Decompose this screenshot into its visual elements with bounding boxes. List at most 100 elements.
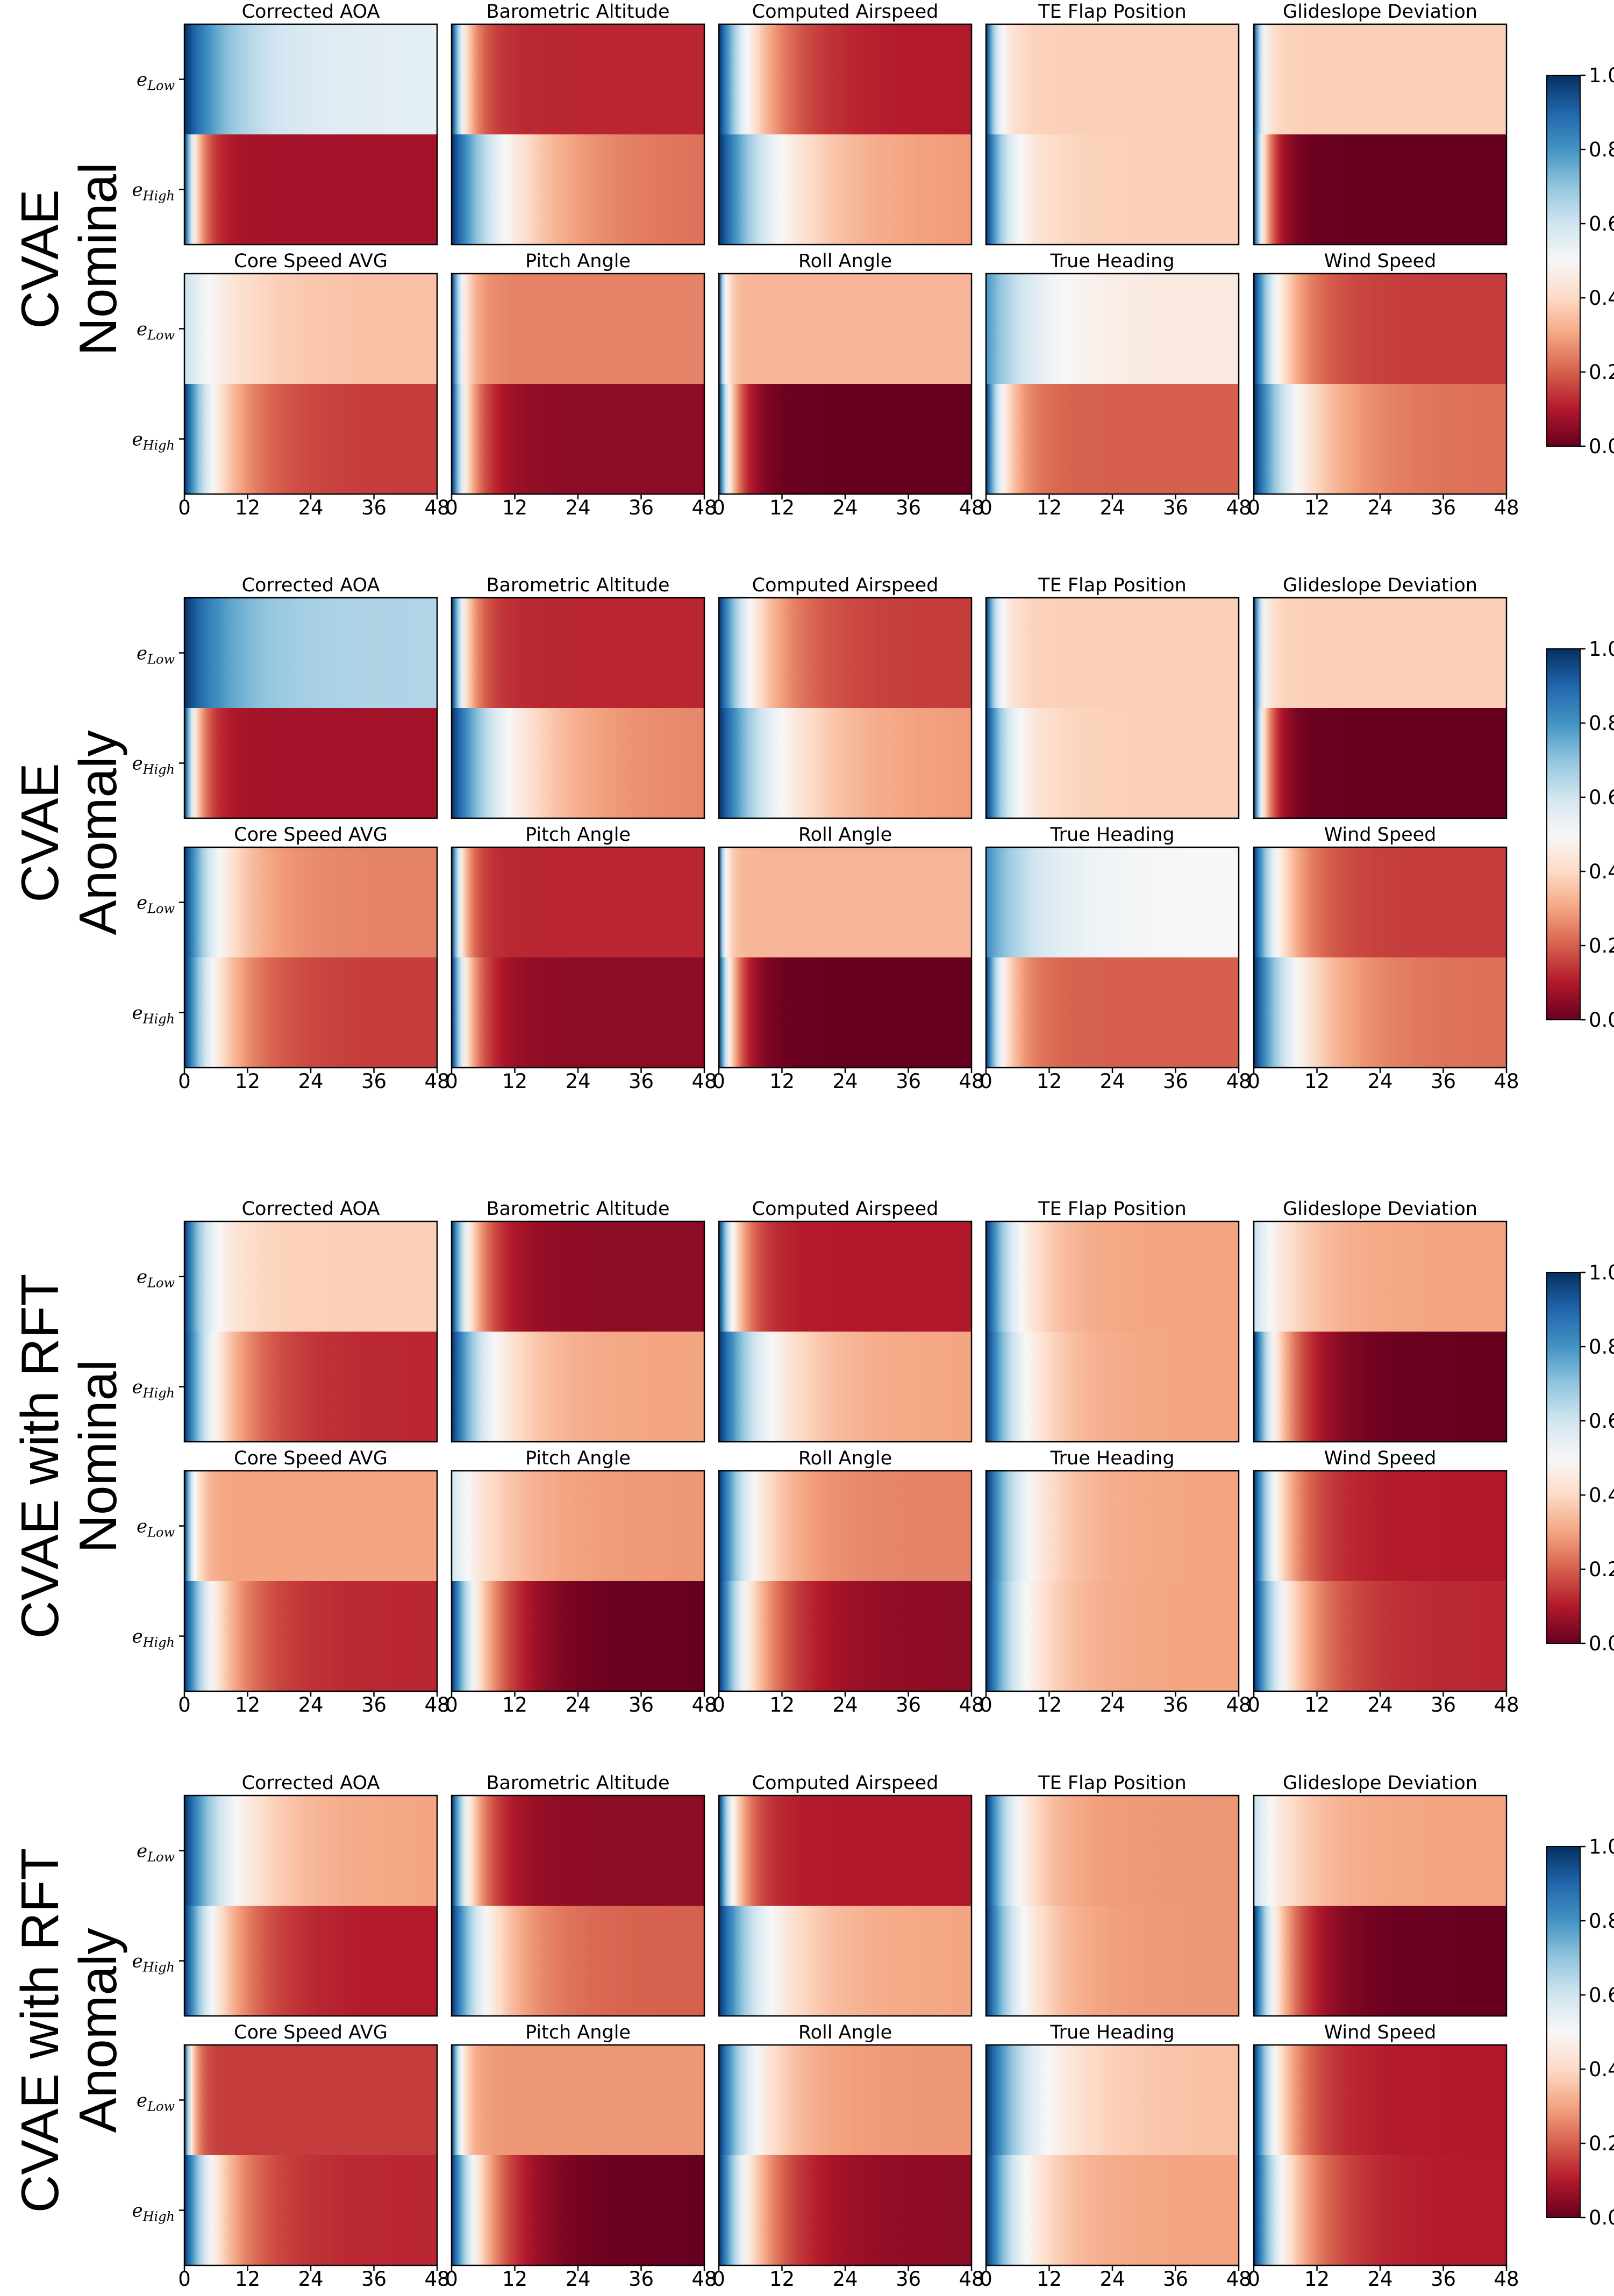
row-label: eHigh bbox=[132, 753, 175, 777]
heatmap-row-e-low bbox=[719, 847, 972, 957]
x-tick-label: 12 bbox=[769, 2268, 795, 2291]
x-tick-label: 48 bbox=[959, 1070, 984, 1093]
heatmap-row-e-high bbox=[986, 1332, 1239, 1442]
x-tick-label: 0 bbox=[1247, 496, 1260, 519]
x-tick-label: 12 bbox=[502, 496, 527, 519]
x-tick-label: 12 bbox=[502, 2268, 527, 2291]
panel-frame bbox=[718, 1794, 973, 2017]
heatmap-row-e-high bbox=[986, 1906, 1239, 2016]
heatmap-row-e-low bbox=[986, 598, 1239, 708]
colorbar-tick-label: 1.0 bbox=[1589, 638, 1614, 661]
heatmap-row-e-high bbox=[719, 1581, 972, 1691]
heatmap-row-e-high bbox=[1254, 1906, 1506, 2016]
heatmap-row-e-high bbox=[1254, 708, 1506, 818]
x-tick-label: 24 bbox=[832, 1070, 858, 1093]
group-label-line: CVAE with RFT bbox=[10, 1274, 69, 1639]
x-tick-label: 36 bbox=[1163, 1693, 1188, 1716]
x-tick-label: 24 bbox=[298, 1070, 323, 1093]
x-tick-label: 48 bbox=[959, 1693, 984, 1716]
x-tick-label: 48 bbox=[691, 1070, 717, 1093]
x-tick-label: 24 bbox=[1367, 2268, 1392, 2291]
heatmap-row-e-high bbox=[986, 1581, 1239, 1691]
group-label: CVAE with RFTNominal bbox=[10, 1274, 127, 1639]
heatmap-row-e-high bbox=[184, 708, 437, 818]
heatmap-row-e-high bbox=[184, 1332, 437, 1442]
heatmap-row-e-low bbox=[986, 2045, 1239, 2155]
x-tick-label: 48 bbox=[1226, 2268, 1251, 2291]
panel-title: Pitch Angle bbox=[525, 2022, 631, 2043]
group-label-line: Nominal bbox=[68, 162, 127, 355]
x-tick-label: 36 bbox=[629, 1693, 654, 1716]
x-tick-label: 48 bbox=[959, 496, 984, 519]
heatmap-row-e-high bbox=[719, 1906, 972, 2016]
row-label-sub: High bbox=[142, 1960, 175, 1975]
x-tick-label: 48 bbox=[424, 496, 449, 519]
heatmap-row-e-high bbox=[986, 2155, 1239, 2265]
heatmap-row-e-low bbox=[184, 1796, 437, 1906]
colorbar-tick-label: 1.0 bbox=[1589, 64, 1614, 87]
panel-title: Wind Speed bbox=[1324, 1448, 1437, 1469]
row-label-base: e bbox=[132, 1951, 142, 1972]
heatmap-row-e-low bbox=[452, 274, 704, 384]
heatmap-row-e-low bbox=[452, 847, 704, 957]
panel-title: Computed Airspeed bbox=[752, 1772, 939, 1794]
x-tick-label: 24 bbox=[1367, 1070, 1392, 1093]
heatmap-row-e-low bbox=[1254, 1471, 1506, 1581]
row-label-sub: High bbox=[142, 1386, 175, 1401]
row-label: eLow bbox=[137, 319, 175, 343]
panel-title: Core Speed AVG bbox=[234, 2022, 388, 2043]
colorbar-tick-label: 0.2 bbox=[1589, 361, 1614, 384]
x-tick-label: 12 bbox=[1037, 496, 1062, 519]
x-tick-label: 48 bbox=[1226, 496, 1251, 519]
x-tick-label: 36 bbox=[629, 2268, 654, 2291]
x-tick-label: 48 bbox=[691, 1693, 717, 1716]
group-label: CVAEAnomaly bbox=[10, 730, 127, 935]
heatmap-row-e-high bbox=[1254, 1581, 1506, 1691]
group-label-line: CVAE with RFT bbox=[10, 1848, 69, 2213]
x-tick-label: 24 bbox=[565, 2268, 590, 2291]
row-label: eHigh bbox=[132, 1003, 175, 1027]
x-tick-label: 36 bbox=[896, 1693, 921, 1716]
row-label-sub: High bbox=[142, 438, 175, 453]
heatmap-row-e-low bbox=[986, 24, 1239, 134]
heatmap-row-e-low bbox=[452, 24, 704, 134]
row-label: eHigh bbox=[132, 2200, 175, 2225]
colorbar-tick-label: 0.6 bbox=[1589, 1984, 1614, 2007]
panel-title: Computed Airspeed bbox=[752, 575, 939, 596]
heatmap-row-e-low bbox=[986, 847, 1239, 957]
panel-title: Computed Airspeed bbox=[752, 1, 939, 23]
row-label: eLow bbox=[137, 892, 175, 917]
x-tick-label: 12 bbox=[1037, 1693, 1062, 1716]
heatmap-row-e-high bbox=[184, 957, 437, 1068]
heatmap-row-e-high bbox=[452, 708, 704, 818]
row-label-base: e bbox=[137, 1841, 147, 1862]
panel-frame bbox=[451, 23, 705, 246]
x-tick-label: 12 bbox=[502, 1070, 527, 1093]
x-tick-label: 36 bbox=[361, 1070, 387, 1093]
panel-frame bbox=[985, 1794, 1240, 2017]
heatmap-row-e-low bbox=[1254, 847, 1506, 957]
colorbar-tick-label: 0.8 bbox=[1589, 1909, 1614, 1933]
row-label: eLow bbox=[137, 643, 175, 667]
row-label-sub: Low bbox=[147, 1276, 175, 1291]
x-tick-label: 36 bbox=[1163, 2268, 1188, 2291]
row-label-base: e bbox=[137, 892, 147, 914]
panel-title: Barometric Altitude bbox=[486, 1198, 669, 1220]
colorbar bbox=[1546, 1846, 1581, 2218]
panel-title: Core Speed AVG bbox=[234, 824, 388, 846]
panel-title: Glideslope Deviation bbox=[1283, 575, 1477, 596]
x-tick-label: 12 bbox=[235, 496, 260, 519]
heatmap-row-e-high bbox=[719, 957, 972, 1068]
x-tick-label: 48 bbox=[691, 2268, 717, 2291]
heatmap-row-e-high bbox=[452, 2155, 704, 2265]
heatmap-row-e-high bbox=[719, 134, 972, 245]
panel-title: Barometric Altitude bbox=[486, 1772, 669, 1794]
heatmap-row-e-low bbox=[986, 1221, 1239, 1332]
heatmap-row-e-low bbox=[184, 847, 437, 957]
x-tick-label: 12 bbox=[1037, 1070, 1062, 1093]
row-label-base: e bbox=[132, 1626, 142, 1648]
group-label-line: Anomaly bbox=[68, 1928, 127, 2133]
row-label-base: e bbox=[137, 1516, 147, 1537]
x-tick-label: 0 bbox=[445, 496, 458, 519]
heatmap-row-e-high bbox=[184, 384, 437, 494]
